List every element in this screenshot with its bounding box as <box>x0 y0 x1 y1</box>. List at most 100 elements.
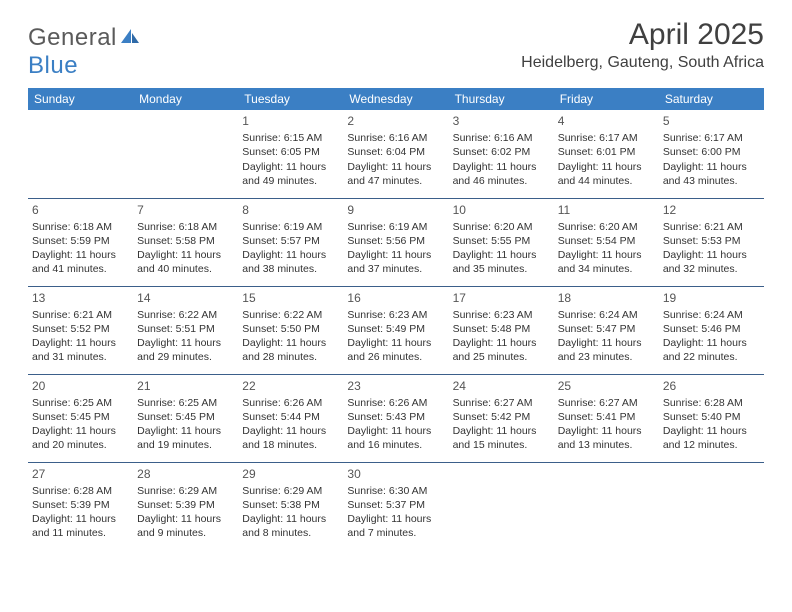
daylight-text: Daylight: 11 hours <box>137 248 234 262</box>
day-number: 6 <box>32 202 129 218</box>
day-number: 10 <box>453 202 550 218</box>
daylight-text: Daylight: 11 hours <box>663 336 760 350</box>
daylight-text: and 37 minutes. <box>347 262 444 276</box>
daylight-text: Daylight: 11 hours <box>137 424 234 438</box>
daylight-text: Daylight: 11 hours <box>558 336 655 350</box>
calendar-day-cell: 20Sunrise: 6:25 AMSunset: 5:45 PMDayligh… <box>28 374 133 462</box>
calendar-day-cell: 16Sunrise: 6:23 AMSunset: 5:49 PMDayligh… <box>343 286 448 374</box>
daylight-text: Daylight: 11 hours <box>663 424 760 438</box>
sunrise-text: Sunrise: 6:23 AM <box>347 308 444 322</box>
daylight-text: Daylight: 11 hours <box>32 248 129 262</box>
daylight-text: and 43 minutes. <box>663 174 760 188</box>
sunset-text: Sunset: 5:47 PM <box>558 322 655 336</box>
daylight-text: Daylight: 11 hours <box>347 424 444 438</box>
daylight-text: and 23 minutes. <box>558 350 655 364</box>
sunrise-text: Sunrise: 6:17 AM <box>558 131 655 145</box>
day-number: 12 <box>663 202 760 218</box>
day-number: 14 <box>137 290 234 306</box>
sunset-text: Sunset: 5:37 PM <box>347 498 444 512</box>
calendar-header-row: Sunday Monday Tuesday Wednesday Thursday… <box>28 88 764 110</box>
sunset-text: Sunset: 5:55 PM <box>453 234 550 248</box>
day-number: 4 <box>558 113 655 129</box>
day-number: 18 <box>558 290 655 306</box>
sunset-text: Sunset: 6:05 PM <box>242 145 339 159</box>
sail-icon <box>119 24 141 51</box>
daylight-text: and 31 minutes. <box>32 350 129 364</box>
day-number: 17 <box>453 290 550 306</box>
calendar-empty-cell <box>133 110 238 198</box>
calendar-empty-cell <box>28 110 133 198</box>
day-header: Friday <box>554 88 659 110</box>
daylight-text: Daylight: 11 hours <box>32 512 129 526</box>
day-number: 22 <box>242 378 339 394</box>
calendar-day-cell: 28Sunrise: 6:29 AMSunset: 5:39 PMDayligh… <box>133 462 238 550</box>
daylight-text: and 20 minutes. <box>32 438 129 452</box>
sunset-text: Sunset: 5:58 PM <box>137 234 234 248</box>
daylight-text: Daylight: 11 hours <box>663 248 760 262</box>
sunset-text: Sunset: 5:50 PM <box>242 322 339 336</box>
day-number: 27 <box>32 466 129 482</box>
sunset-text: Sunset: 5:57 PM <box>242 234 339 248</box>
calendar-week-row: 27Sunrise: 6:28 AMSunset: 5:39 PMDayligh… <box>28 462 764 550</box>
sunrise-text: Sunrise: 6:17 AM <box>663 131 760 145</box>
calendar-day-cell: 25Sunrise: 6:27 AMSunset: 5:41 PMDayligh… <box>554 374 659 462</box>
daylight-text: and 44 minutes. <box>558 174 655 188</box>
calendar-day-cell: 18Sunrise: 6:24 AMSunset: 5:47 PMDayligh… <box>554 286 659 374</box>
calendar-empty-cell <box>554 462 659 550</box>
daylight-text: and 38 minutes. <box>242 262 339 276</box>
calendar-day-cell: 3Sunrise: 6:16 AMSunset: 6:02 PMDaylight… <box>449 110 554 198</box>
day-header: Thursday <box>449 88 554 110</box>
day-header: Wednesday <box>343 88 448 110</box>
logo-text: GeneralBlue <box>28 24 141 80</box>
sunset-text: Sunset: 5:54 PM <box>558 234 655 248</box>
sunset-text: Sunset: 6:04 PM <box>347 145 444 159</box>
day-number: 24 <box>453 378 550 394</box>
sunrise-text: Sunrise: 6:26 AM <box>347 396 444 410</box>
sunrise-text: Sunrise: 6:27 AM <box>558 396 655 410</box>
sunrise-text: Sunrise: 6:28 AM <box>663 396 760 410</box>
day-number: 8 <box>242 202 339 218</box>
sunrise-text: Sunrise: 6:19 AM <box>347 220 444 234</box>
calendar-table: Sunday Monday Tuesday Wednesday Thursday… <box>28 88 764 550</box>
daylight-text: and 9 minutes. <box>137 526 234 540</box>
sunrise-text: Sunrise: 6:16 AM <box>453 131 550 145</box>
calendar-day-cell: 27Sunrise: 6:28 AMSunset: 5:39 PMDayligh… <box>28 462 133 550</box>
daylight-text: and 25 minutes. <box>453 350 550 364</box>
daylight-text: and 7 minutes. <box>347 526 444 540</box>
day-number: 28 <box>137 466 234 482</box>
calendar-day-cell: 14Sunrise: 6:22 AMSunset: 5:51 PMDayligh… <box>133 286 238 374</box>
daylight-text: Daylight: 11 hours <box>347 512 444 526</box>
sunset-text: Sunset: 5:45 PM <box>32 410 129 424</box>
calendar-day-cell: 5Sunrise: 6:17 AMSunset: 6:00 PMDaylight… <box>659 110 764 198</box>
calendar-day-cell: 10Sunrise: 6:20 AMSunset: 5:55 PMDayligh… <box>449 198 554 286</box>
daylight-text: and 40 minutes. <box>137 262 234 276</box>
daylight-text: and 11 minutes. <box>32 526 129 540</box>
daylight-text: and 13 minutes. <box>558 438 655 452</box>
daylight-text: Daylight: 11 hours <box>453 424 550 438</box>
sunset-text: Sunset: 5:40 PM <box>663 410 760 424</box>
daylight-text: and 12 minutes. <box>663 438 760 452</box>
calendar-page: GeneralBlue April 2025 Heidelberg, Gaute… <box>0 0 792 550</box>
calendar-day-cell: 22Sunrise: 6:26 AMSunset: 5:44 PMDayligh… <box>238 374 343 462</box>
sunset-text: Sunset: 6:01 PM <box>558 145 655 159</box>
sunrise-text: Sunrise: 6:25 AM <box>137 396 234 410</box>
logo-word-1: General <box>28 24 117 51</box>
day-number: 11 <box>558 202 655 218</box>
day-number: 29 <box>242 466 339 482</box>
calendar-day-cell: 8Sunrise: 6:19 AMSunset: 5:57 PMDaylight… <box>238 198 343 286</box>
sunrise-text: Sunrise: 6:19 AM <box>242 220 339 234</box>
calendar-empty-cell <box>449 462 554 550</box>
day-number: 16 <box>347 290 444 306</box>
day-number: 25 <box>558 378 655 394</box>
title-block: April 2025 Heidelberg, Gauteng, South Af… <box>521 18 764 72</box>
day-number: 3 <box>453 113 550 129</box>
sunrise-text: Sunrise: 6:30 AM <box>347 484 444 498</box>
sunset-text: Sunset: 5:45 PM <box>137 410 234 424</box>
sunrise-text: Sunrise: 6:29 AM <box>137 484 234 498</box>
daylight-text: Daylight: 11 hours <box>663 160 760 174</box>
day-number: 21 <box>137 378 234 394</box>
calendar-day-cell: 11Sunrise: 6:20 AMSunset: 5:54 PMDayligh… <box>554 198 659 286</box>
daylight-text: Daylight: 11 hours <box>347 248 444 262</box>
day-number: 1 <box>242 113 339 129</box>
sunset-text: Sunset: 5:38 PM <box>242 498 339 512</box>
